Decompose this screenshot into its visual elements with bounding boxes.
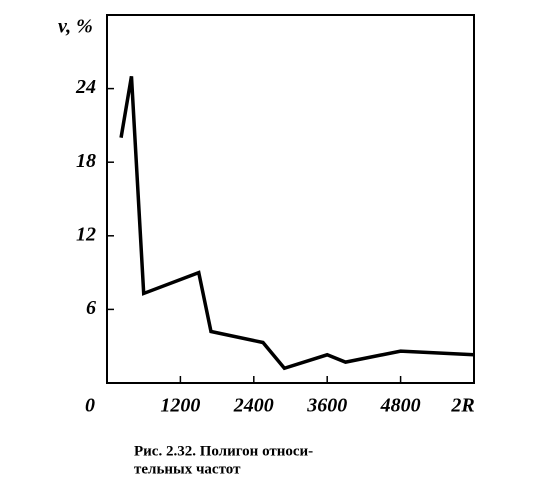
y-tick-label: 6 [86, 297, 96, 319]
x-tick-label: 4800 [380, 395, 421, 417]
x-tick-label: 1200 [160, 395, 200, 417]
y-tick-label: 24 [75, 76, 96, 98]
y-tick-label: 18 [76, 150, 96, 172]
caption: тельных частот [134, 461, 241, 477]
plot-frame [106, 14, 475, 384]
x-tick-label: 2R [450, 395, 474, 417]
data-line [119, 76, 475, 371]
y-tick-label: 12 [76, 223, 96, 245]
x-tick-label: 3600 [306, 395, 347, 417]
x-tick-label: 2400 [233, 395, 274, 417]
caption: Рис. 2.32. Полигон относи- [134, 443, 313, 459]
x-tick-label: 0 [85, 395, 95, 417]
y-axis-label: v, % [58, 16, 93, 38]
